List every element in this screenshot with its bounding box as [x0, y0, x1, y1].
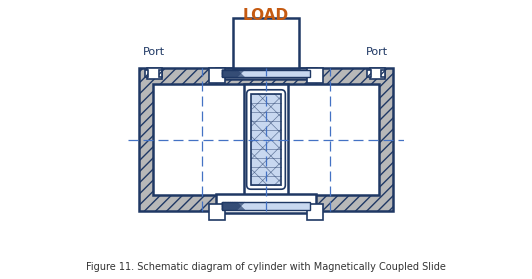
Bar: [145, 70, 148, 76]
Bar: [370, 68, 385, 79]
Bar: [381, 70, 385, 76]
Bar: [210, 205, 225, 220]
Bar: [217, 194, 315, 213]
Bar: [139, 68, 393, 211]
Bar: [251, 94, 281, 185]
Text: Port: Port: [366, 47, 388, 57]
Text: LOAD: LOAD: [243, 8, 289, 23]
Text: Port: Port: [143, 47, 165, 57]
Bar: [222, 70, 310, 77]
Bar: [368, 70, 371, 76]
Bar: [233, 18, 299, 68]
Bar: [210, 68, 225, 83]
Bar: [244, 84, 288, 195]
Bar: [307, 205, 322, 220]
Text: Figure 11. Schematic diagram of cylinder with Magnetically Coupled Slide: Figure 11. Schematic diagram of cylinder…: [86, 262, 446, 272]
Bar: [159, 70, 162, 76]
Bar: [217, 68, 315, 79]
Bar: [153, 84, 379, 195]
Bar: [307, 68, 322, 83]
Bar: [147, 68, 162, 79]
Bar: [222, 202, 310, 210]
